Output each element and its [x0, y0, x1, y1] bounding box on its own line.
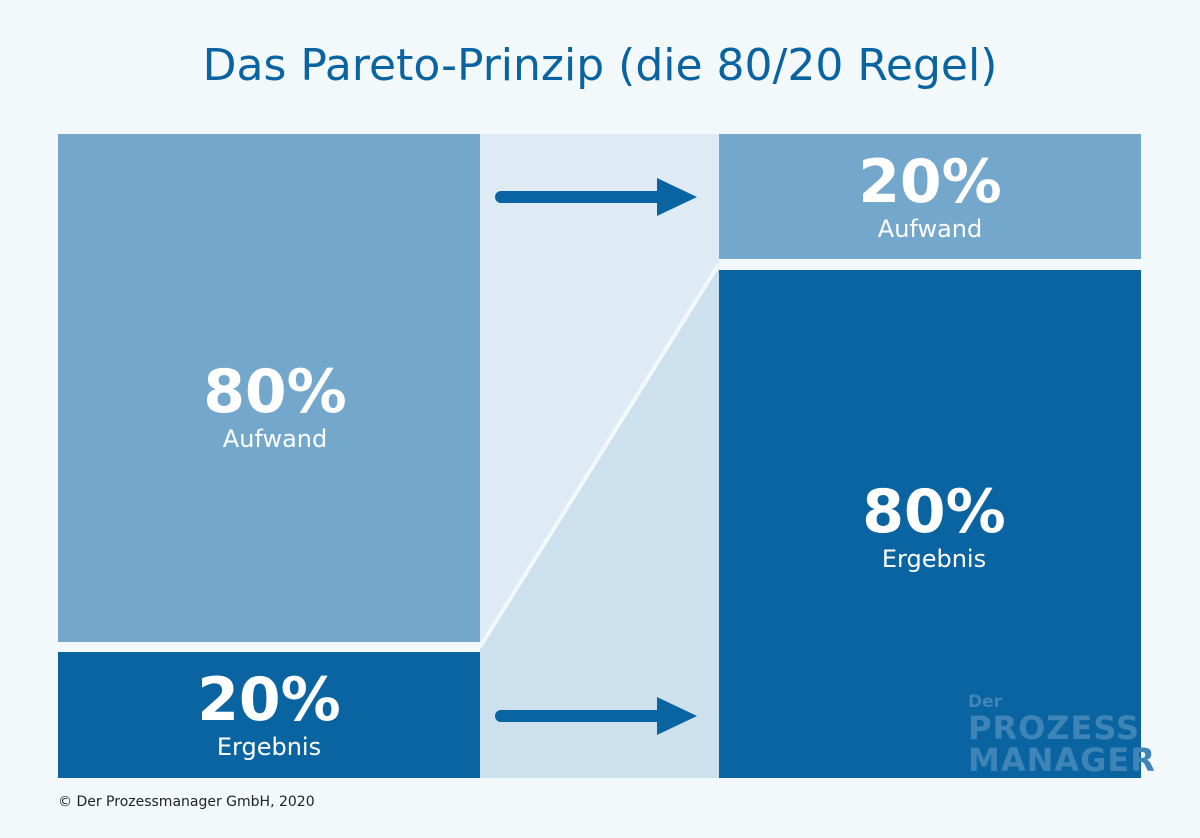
- middle-lower-area: [480, 264, 719, 778]
- percent: 20%: [858, 147, 1002, 217]
- page-title: Das Pareto-Prinzip (die 80/20 Regel): [202, 40, 998, 91]
- arrow-right-icon: [495, 178, 697, 216]
- left-bottom-label: 20% Ergebnis: [58, 668, 480, 762]
- caption: Aufwand: [222, 425, 328, 453]
- caption: Ergebnis: [881, 545, 987, 573]
- percent: 80%: [203, 357, 347, 427]
- diagonal-divider: [478, 262, 721, 649]
- caption: Ergebnis: [216, 733, 322, 761]
- right-top-label: 20% Aufwand: [719, 150, 1141, 244]
- left-ergebnis-block: [58, 652, 480, 778]
- left-aufwand-block: [58, 134, 480, 642]
- logo: Der PROZESS MANAGER: [968, 692, 1156, 776]
- right-aufwand-block: [719, 134, 1141, 259]
- left-top-label: 80% Aufwand: [58, 360, 492, 454]
- logo-line: Der: [968, 692, 1003, 712]
- right-bottom-label: 80% Ergebnis: [719, 480, 1149, 574]
- caption: Aufwand: [877, 215, 983, 243]
- percent: 20%: [197, 665, 341, 735]
- right-ergebnis-block: [719, 270, 1141, 778]
- copyright: © Der Prozessmanager GmbH, 2020: [58, 794, 315, 810]
- logo-line: MANAGER: [968, 741, 1156, 779]
- arrow-right-icon: [495, 697, 697, 735]
- percent: 80%: [862, 477, 1006, 547]
- logo-line: PROZESS: [968, 709, 1141, 747]
